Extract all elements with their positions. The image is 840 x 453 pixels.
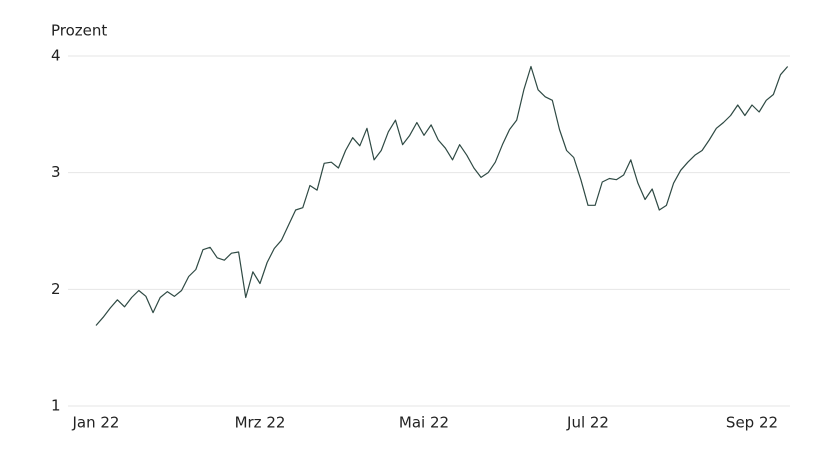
y-axis-label: Prozent (51, 22, 107, 40)
x-tick-label: Mrz 22 (235, 414, 286, 432)
x-tick-label: Jan 22 (72, 414, 120, 432)
y-tick-label: 3 (51, 163, 61, 181)
x-tick-label: Mai 22 (399, 414, 449, 432)
y-tick-label: 1 (51, 397, 61, 415)
x-tick-label: Jul 22 (566, 414, 609, 432)
data-line (95, 65, 789, 326)
y-tick-label: 2 (51, 280, 61, 298)
y-tick-label: 4 (51, 47, 61, 65)
x-tick-label: Sep 22 (726, 414, 778, 432)
